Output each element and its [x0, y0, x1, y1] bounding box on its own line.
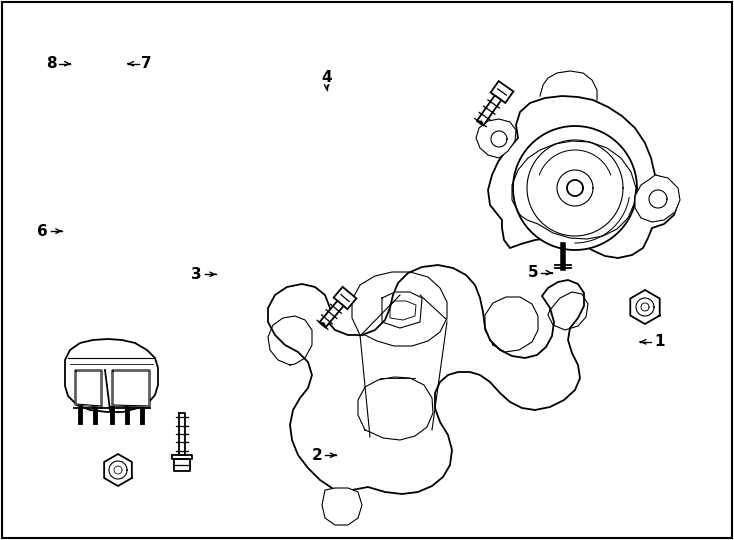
Text: 5: 5: [528, 265, 538, 280]
Text: 1: 1: [654, 334, 664, 349]
Polygon shape: [75, 370, 102, 407]
Polygon shape: [488, 96, 678, 258]
Polygon shape: [174, 459, 190, 471]
Polygon shape: [477, 96, 501, 125]
Polygon shape: [490, 81, 513, 103]
Polygon shape: [334, 287, 357, 309]
Polygon shape: [478, 122, 484, 125]
Polygon shape: [104, 454, 132, 486]
Text: 8: 8: [46, 56, 57, 71]
Polygon shape: [476, 119, 516, 158]
Polygon shape: [631, 290, 660, 324]
Text: 7: 7: [142, 56, 152, 71]
Polygon shape: [76, 371, 101, 406]
Text: 2: 2: [312, 448, 322, 463]
Polygon shape: [319, 301, 344, 327]
Polygon shape: [635, 175, 680, 222]
Polygon shape: [65, 339, 158, 412]
Polygon shape: [322, 488, 362, 525]
Text: 3: 3: [192, 267, 202, 282]
Polygon shape: [172, 455, 192, 459]
Polygon shape: [112, 370, 150, 407]
Text: 4: 4: [321, 70, 332, 85]
Polygon shape: [268, 265, 584, 494]
Polygon shape: [320, 323, 326, 327]
Polygon shape: [513, 126, 637, 250]
Polygon shape: [179, 413, 185, 455]
Text: 6: 6: [37, 224, 48, 239]
Polygon shape: [113, 371, 149, 406]
